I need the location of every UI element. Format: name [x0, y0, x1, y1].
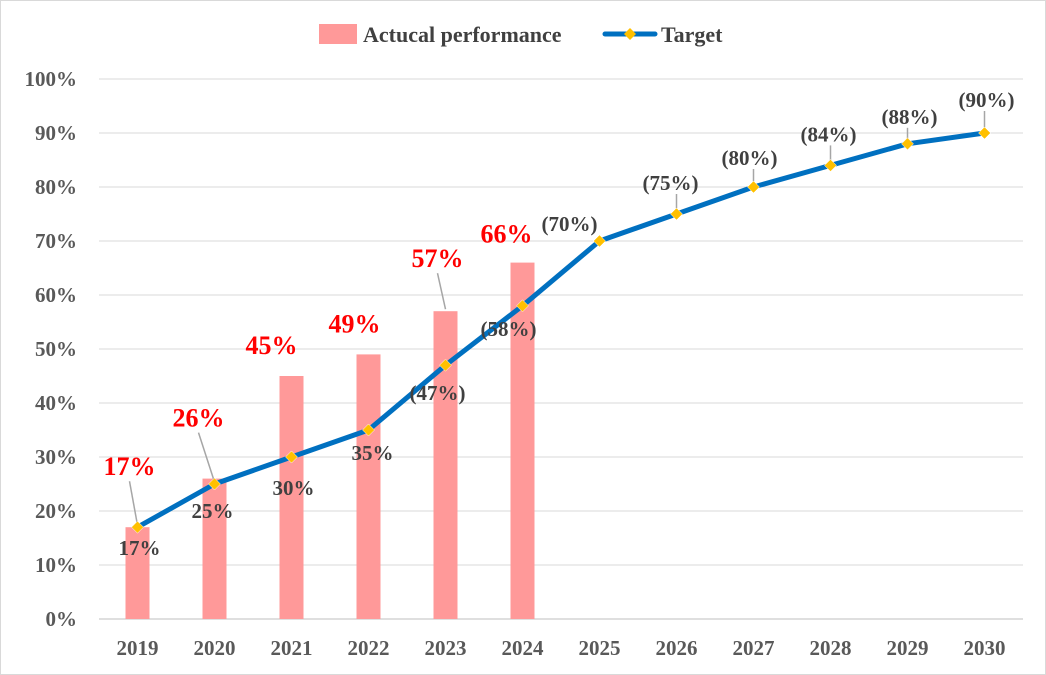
y-tick-label: 60%: [35, 283, 77, 307]
target-marker: [208, 477, 221, 491]
bar: [279, 376, 304, 619]
legend-swatch-marker: [624, 28, 636, 40]
bar-value-label: 26%: [173, 404, 225, 433]
y-tick-label: 80%: [35, 175, 77, 199]
x-tick-label: 2028: [810, 636, 852, 660]
target-marker: [439, 358, 452, 372]
legend-swatch-bar: [319, 24, 357, 44]
bar: [356, 354, 381, 619]
target-marker: [516, 299, 529, 313]
target-value-label: 35%: [352, 441, 394, 465]
x-tick-label: 2027: [733, 636, 775, 660]
y-tick-label: 70%: [35, 229, 77, 253]
y-tick-label: 20%: [35, 499, 77, 523]
legend-label-actual: Actucal performance: [363, 22, 562, 47]
target-value-label: (84%): [801, 122, 857, 146]
y-tick-label: 50%: [35, 337, 77, 361]
target-value-label: (88%): [882, 105, 938, 129]
legend-label-target: Target: [661, 22, 723, 47]
target-marker: [824, 159, 837, 172]
bar: [202, 478, 227, 619]
target-marker: [670, 207, 683, 221]
target-value-label: (90%): [959, 88, 1015, 112]
target-value-label: 30%: [273, 476, 315, 500]
x-tick-label: 2030: [964, 636, 1006, 660]
y-tick-label: 10%: [35, 553, 77, 577]
target-value-label: 25%: [192, 499, 234, 523]
bar: [125, 527, 150, 619]
bar-label-leader: [436, 273, 447, 310]
target-value-label: (80%): [722, 146, 778, 170]
bar-label-leader: [128, 481, 139, 526]
target-value-label: (58%): [481, 317, 537, 341]
x-tick-label: 2026: [656, 636, 698, 660]
y-tick-label: 40%: [35, 391, 77, 415]
target-marker: [978, 126, 991, 140]
target-marker: [285, 450, 298, 464]
y-tick-label: 0%: [46, 607, 78, 631]
target-marker: [747, 180, 760, 194]
x-tick-label: 2020: [194, 636, 236, 660]
x-tick-label: 2024: [502, 636, 545, 660]
x-tick-label: 2023: [425, 636, 467, 660]
bar: [510, 262, 535, 619]
target-marker: [593, 234, 606, 248]
target-marker: [362, 423, 375, 437]
x-tick-label: 2019: [117, 636, 159, 660]
target-marker: [131, 520, 144, 534]
x-tick-label: 2025: [579, 636, 621, 660]
target-value-label: (47%): [410, 381, 466, 405]
bar-value-label: 45%: [246, 331, 298, 360]
y-tick-label: 90%: [35, 121, 77, 145]
bar-value-label: 57%: [412, 244, 464, 273]
x-tick-label: 2021: [271, 636, 313, 660]
target-value-label: (75%): [643, 171, 699, 195]
x-tick-label: 2029: [887, 636, 929, 660]
y-tick-label: 30%: [35, 445, 77, 469]
bar-value-label: 66%: [481, 220, 533, 249]
target-marker: [901, 137, 914, 151]
bar-value-label: 17%: [104, 452, 156, 481]
y-tick-label: 100%: [25, 67, 78, 91]
x-tick-label: 2022: [348, 636, 390, 660]
target-value-label: 17%: [119, 536, 161, 560]
bar-value-label: 49%: [329, 309, 381, 338]
bar-label-leader: [197, 432, 216, 483]
target-line: [135, 130, 987, 530]
target-value-label: (70%): [542, 212, 598, 236]
